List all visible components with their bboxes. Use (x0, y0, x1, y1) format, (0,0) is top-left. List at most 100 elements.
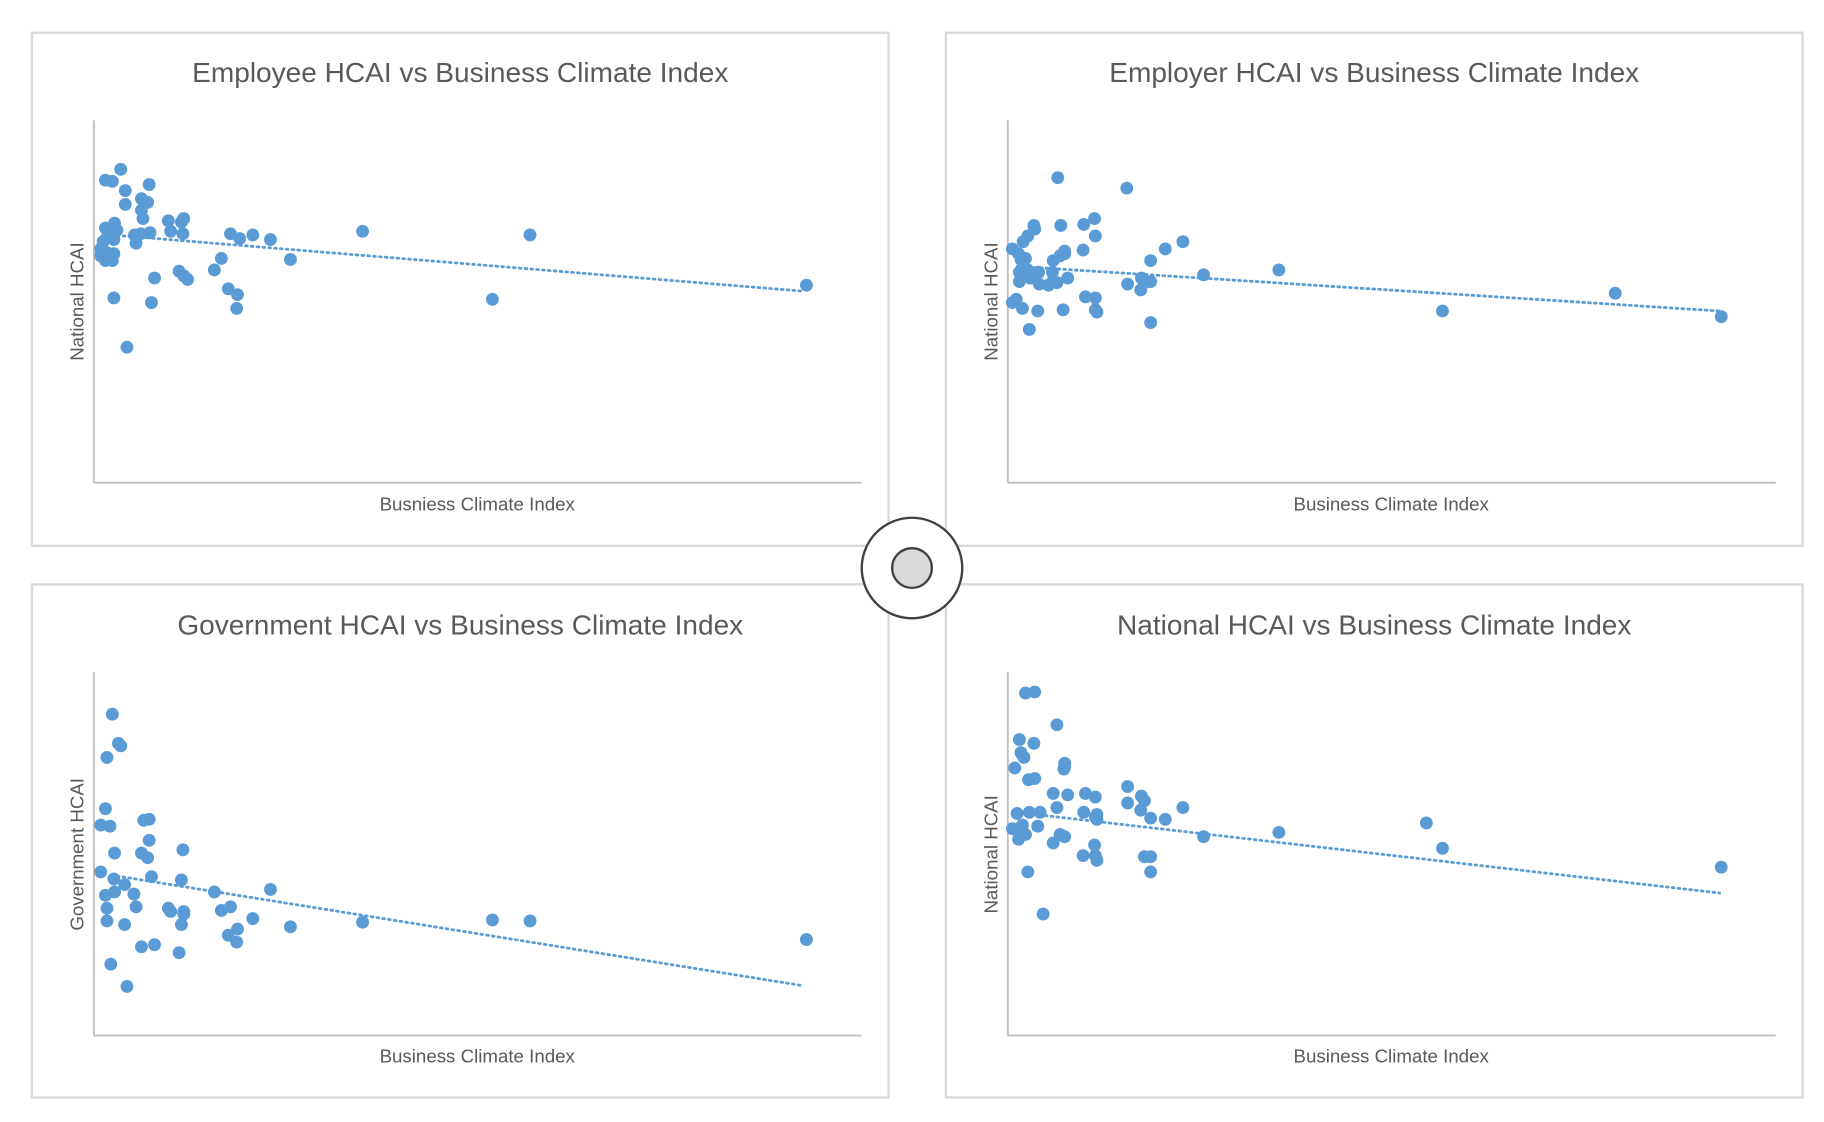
trendline (1015, 264, 1722, 313)
data-point (114, 739, 128, 753)
data-point (1031, 304, 1045, 318)
data-point (233, 232, 247, 245)
data-point (120, 979, 134, 993)
data-point (264, 882, 277, 896)
data-point (1046, 787, 1060, 800)
data-point (207, 263, 221, 277)
data-point (1021, 865, 1035, 879)
data-point (1027, 736, 1041, 750)
data-point (1197, 830, 1211, 844)
data-point (1012, 275, 1026, 288)
data-point (246, 228, 260, 242)
data-point (1022, 805, 1036, 819)
data-point (1017, 751, 1031, 764)
handle-inner-circle[interactable] (890, 546, 934, 590)
data-point (120, 340, 134, 354)
data-point (145, 296, 158, 310)
data-point (1272, 263, 1286, 277)
data-point (1090, 305, 1104, 319)
data-point (105, 707, 119, 721)
data-point (1088, 838, 1101, 852)
x-axis-label: Busniess Climate Index (380, 494, 576, 515)
data-point (176, 843, 190, 857)
data-point (800, 278, 813, 292)
data-point (1144, 316, 1158, 330)
data-point (485, 913, 499, 927)
data-point (1121, 780, 1135, 793)
chart-frame (944, 583, 1804, 1099)
chart-frame (30, 31, 890, 547)
data-point (1144, 275, 1158, 288)
data-point (1022, 323, 1036, 336)
data-point (164, 905, 178, 918)
data-point (1134, 803, 1148, 817)
data-point (118, 184, 132, 198)
data-point (1608, 286, 1622, 300)
data-point (264, 233, 277, 247)
data-point (142, 833, 156, 847)
center-handle[interactable] (860, 516, 964, 620)
data-point (141, 851, 155, 865)
data-point (1012, 733, 1026, 747)
trendline (1014, 810, 1722, 895)
data-point (1051, 171, 1065, 185)
data-point (1019, 828, 1032, 841)
data-point (100, 901, 114, 915)
data-point (142, 178, 156, 191)
data-point (100, 751, 114, 764)
data-point (1079, 787, 1092, 800)
data-point (246, 912, 260, 925)
data-point (129, 236, 143, 250)
data-point (172, 946, 186, 960)
data-point (164, 224, 178, 238)
data-point (485, 292, 499, 306)
data-point (1058, 760, 1072, 774)
chart-title: Government HCAI vs Business Climate Inde… (177, 610, 743, 641)
data-point (356, 224, 369, 238)
data-point (1028, 685, 1042, 699)
data-point (1272, 825, 1286, 839)
data-point (231, 288, 244, 302)
data-point (100, 914, 114, 928)
data-point (118, 878, 132, 892)
data-point (1019, 251, 1032, 265)
data-point (1158, 812, 1172, 826)
chart-title: National HCAI vs Business Climate Index (1117, 610, 1631, 641)
data-point (221, 282, 235, 296)
data-point (1054, 219, 1068, 232)
data-point (135, 940, 148, 954)
data-point (114, 162, 128, 176)
y-axis-label: Government HCAI (66, 778, 87, 931)
data-point (1031, 819, 1045, 833)
data-point (1088, 229, 1102, 243)
data-point (105, 174, 119, 188)
data-point (1050, 276, 1064, 290)
data-point (1028, 222, 1042, 236)
data-point (284, 920, 297, 934)
data-point (1016, 302, 1029, 315)
chart-panel-employee: Employee HCAI vs Business Climate Index … (30, 31, 890, 547)
data-point (1058, 247, 1072, 261)
data-point (177, 212, 191, 225)
data-point (1056, 303, 1070, 317)
data-point (104, 957, 118, 971)
data-point (523, 228, 537, 242)
data-point (1419, 816, 1433, 830)
x-axis-label: Business Climate Index (1294, 494, 1490, 515)
data-point (230, 302, 244, 315)
data-point (176, 227, 190, 241)
data-point (136, 212, 150, 225)
data-point (1079, 290, 1092, 304)
data-point (1714, 860, 1728, 874)
y-axis-label: National HCAI (980, 242, 1001, 360)
data-point (107, 291, 121, 305)
data-point (1046, 254, 1060, 268)
data-point (1144, 865, 1158, 879)
data-point (1076, 849, 1090, 863)
trendline (110, 873, 803, 987)
data-point (1176, 235, 1190, 249)
data-point (1058, 830, 1072, 844)
chart-panel-employer: Employer HCAI vs Business Climate Index … (944, 31, 1804, 547)
data-point (1077, 805, 1091, 819)
data-point (1144, 254, 1158, 268)
